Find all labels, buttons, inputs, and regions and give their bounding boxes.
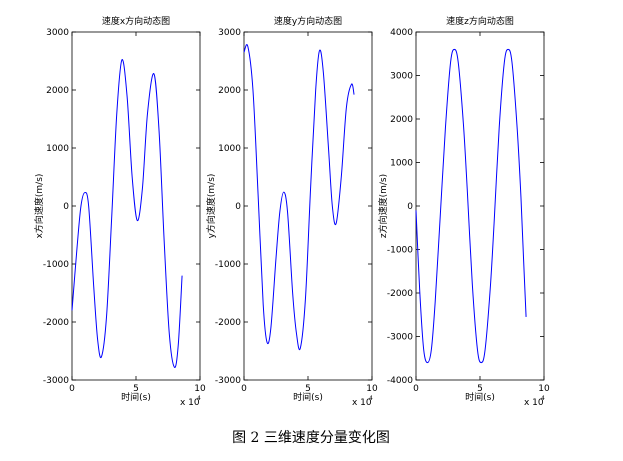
data-line (415, 48, 527, 364)
y-tick-label: -3000 (43, 376, 69, 386)
x-tick-label: 10 (194, 384, 206, 394)
y-tick-label: -1000 (215, 260, 241, 270)
plot-area (243, 31, 373, 381)
x-tick-label: 10 (366, 384, 378, 394)
y-tick-label: 1000 (390, 159, 413, 169)
x-tick-label: 0 (241, 384, 247, 394)
y-tick-label: 2000 (390, 115, 413, 125)
x-axis-label: 时间(s) (121, 391, 151, 403)
y-tick-label: -1000 (387, 246, 413, 256)
y-tick-label: -2000 (43, 318, 69, 328)
y-axis-label: x方向速度(m/s) (33, 174, 45, 239)
data-line (71, 59, 183, 368)
x-multiplier-exponent: 4 (541, 395, 545, 402)
y-tick-label: 0 (235, 202, 241, 212)
y-tick-label: 0 (407, 202, 413, 212)
plot-area (71, 31, 201, 381)
chart-title: 速度z方向动态图 (446, 15, 514, 27)
x-tick-label: 5 (133, 384, 139, 394)
y-tick-label: 3000 (46, 28, 69, 38)
y-tick-label: 2000 (46, 86, 69, 96)
x-multiplier: x 10 (524, 398, 544, 408)
y-tick-label: -1000 (43, 260, 69, 270)
x-axis-label: 时间(s) (465, 391, 495, 403)
x-tick-label: 0 (69, 384, 75, 394)
plot-area (415, 31, 545, 381)
x-multiplier-exponent: 4 (197, 395, 201, 402)
x-multiplier: x 10 (352, 398, 372, 408)
y-axis-label: z方向速度(m/s) (377, 174, 389, 238)
x-tick-label: 5 (477, 384, 483, 394)
x-tick-label: 5 (305, 384, 311, 394)
y-tick-label: 0 (63, 202, 69, 212)
y-tick-label: -2000 (387, 289, 413, 299)
y-tick-label: -2000 (215, 318, 241, 328)
y-tick-label: 2000 (218, 86, 241, 96)
chart-title: 速度y方向动态图 (274, 15, 342, 27)
y-axis-label: y方向速度(m/s) (205, 174, 217, 239)
x-multiplier-exponent: 4 (369, 395, 373, 402)
x-tick-label: 10 (538, 384, 550, 394)
caption: 图 2 三维速度分量变化图 (232, 430, 390, 446)
y-tick-label: 4000 (390, 28, 413, 38)
y-tick-label: -4000 (387, 376, 413, 386)
y-tick-label: -3000 (387, 333, 413, 343)
x-axis-label: 时间(s) (293, 391, 323, 403)
chart-title: 速度x方向动态图 (102, 15, 170, 27)
data-line (243, 44, 355, 351)
x-tick-label: 0 (413, 384, 419, 394)
y-tick-label: 3000 (218, 28, 241, 38)
y-tick-label: -3000 (215, 376, 241, 386)
x-multiplier: x 10 (180, 398, 200, 408)
y-tick-label: 3000 (390, 72, 413, 82)
y-tick-label: 1000 (218, 144, 241, 154)
y-tick-label: 1000 (46, 144, 69, 154)
